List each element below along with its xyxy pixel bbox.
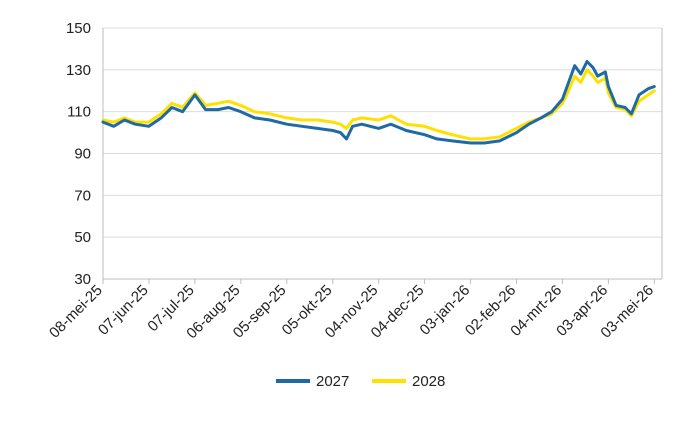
axes [102,28,663,284]
series-lines [101,60,656,145]
y-tick-label: 30 [74,271,91,288]
y-tick-label: 50 [74,229,91,246]
gridlines [103,27,662,238]
x-tick-label: 08-mei-25 [46,282,106,342]
y-tick-label: 70 [74,187,91,204]
legend-label-2027: 2027 [316,373,349,390]
x-tick-labels: 08-mei-2507-jun-2507-jul-2506-aug-2505-s… [46,282,657,342]
legend: 2027 2028 [276,373,445,390]
legend-label-2028: 2028 [412,373,445,390]
y-tick-label: 150 [66,20,91,37]
y-tick-label: 90 [74,146,91,163]
y-tick-labels: 30 50 70 90 110 130 150 [66,20,91,288]
y-tick-label: 130 [66,62,91,79]
x-tick-label: 07-jun-25 [95,282,152,339]
y-tick-label: 110 [67,104,91,121]
series-line-2028 [101,68,656,141]
series-line-2027 [101,60,656,145]
